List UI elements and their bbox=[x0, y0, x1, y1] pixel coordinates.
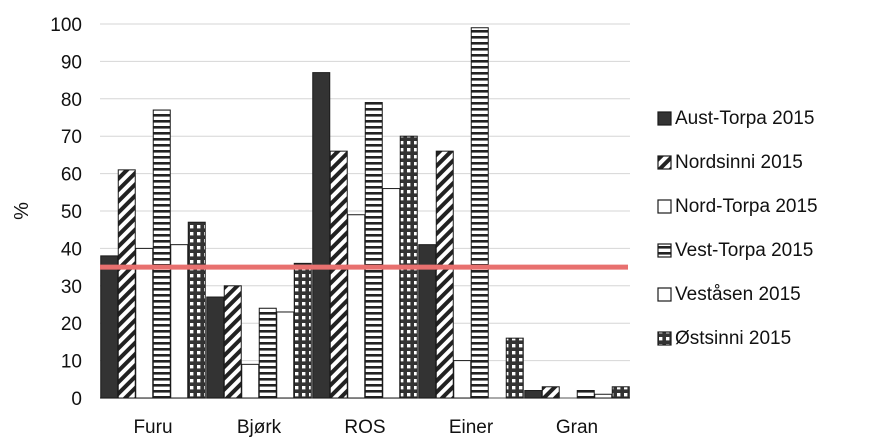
y-tick-label: 60 bbox=[61, 165, 82, 186]
y-tick-label: 100 bbox=[50, 15, 82, 36]
bar bbox=[187, 221, 206, 399]
x-tick-label: Gran bbox=[556, 417, 598, 438]
legend-swatch bbox=[657, 287, 672, 302]
bar bbox=[611, 386, 630, 399]
bar bbox=[312, 72, 331, 399]
bar bbox=[541, 386, 560, 399]
y-tick-label: 30 bbox=[61, 277, 82, 298]
bar bbox=[435, 150, 454, 399]
bar bbox=[453, 360, 472, 399]
legend-swatch bbox=[657, 199, 672, 214]
legend-label: Veståsen 2015 bbox=[675, 284, 801, 305]
x-tick-label: Furu bbox=[133, 417, 172, 438]
bar bbox=[276, 311, 295, 399]
bar bbox=[524, 390, 543, 399]
y-tick-label: 0 bbox=[71, 389, 82, 410]
bar bbox=[100, 255, 119, 399]
bar bbox=[470, 27, 489, 399]
y-tick-label: 10 bbox=[61, 352, 82, 373]
y-tick-label: 20 bbox=[61, 314, 82, 335]
bar bbox=[258, 307, 277, 399]
y-tick-label: 40 bbox=[61, 239, 82, 260]
legend-swatch bbox=[657, 111, 672, 126]
legend-swatch bbox=[657, 331, 672, 346]
bar bbox=[223, 285, 242, 399]
bar bbox=[576, 390, 595, 399]
x-tick-label: Einer bbox=[449, 417, 494, 438]
bar bbox=[364, 102, 383, 399]
bar bbox=[293, 262, 312, 399]
legend-label: Aust-Torpa 2015 bbox=[675, 108, 814, 129]
bar bbox=[347, 214, 366, 399]
y-axis-label: % bbox=[11, 202, 33, 220]
legend-label: Vest-Torpa 2015 bbox=[675, 240, 813, 261]
bar bbox=[152, 109, 171, 399]
bar bbox=[329, 150, 348, 399]
x-tick-label: ROS bbox=[344, 417, 385, 438]
y-tick-label: 70 bbox=[61, 127, 82, 148]
y-tick-label: 90 bbox=[61, 52, 82, 73]
bars bbox=[100, 27, 630, 399]
legend-label: Østsinni 2015 bbox=[675, 328, 791, 349]
bar bbox=[594, 393, 613, 399]
legend: Aust-Torpa 2015 Nordsinni 2015 Nord-Torpa … bbox=[657, 108, 818, 349]
bar bbox=[241, 363, 260, 399]
legend-label: Nord-Torpa 2015 bbox=[675, 196, 818, 217]
bar bbox=[117, 169, 136, 399]
legend-swatch bbox=[657, 155, 672, 170]
bar bbox=[382, 188, 401, 399]
legend-label: Nordsinni 2015 bbox=[675, 152, 803, 173]
axes: 0 10 20 30 40 50 60 70 80 90 100% Furu Bjørk ROS Einer… bbox=[11, 15, 630, 438]
x-tick-label: Bjørk bbox=[237, 417, 282, 438]
bar bbox=[505, 337, 524, 399]
y-tick-label: 50 bbox=[61, 202, 82, 223]
legend-swatch bbox=[657, 243, 672, 258]
bar bbox=[206, 296, 225, 399]
y-tick-label: 80 bbox=[61, 90, 82, 111]
bar bbox=[135, 247, 154, 399]
